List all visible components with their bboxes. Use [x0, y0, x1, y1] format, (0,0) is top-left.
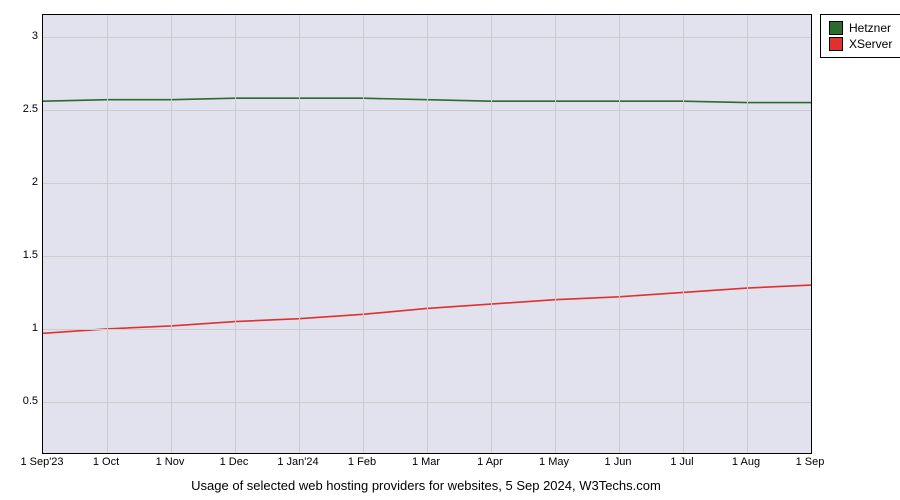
grid-line-horizontal [43, 329, 811, 330]
legend-label: XServer [849, 37, 892, 51]
grid-line-vertical [683, 15, 684, 453]
grid-line-vertical [363, 15, 364, 453]
grid-line-vertical [747, 15, 748, 453]
grid-line-horizontal [43, 402, 811, 403]
x-tick-label: 1 Nov [156, 456, 185, 468]
grid-line-vertical [427, 15, 428, 453]
plot-area [42, 14, 812, 454]
x-tick-label: 1 Feb [348, 456, 376, 468]
chart-caption: Usage of selected web hosting providers … [191, 478, 661, 493]
grid-line-horizontal [43, 110, 811, 111]
legend-item-xserver: XServer [829, 37, 892, 51]
grid-line-horizontal [43, 256, 811, 257]
y-tick-label: 0.5 [14, 395, 38, 407]
legend-swatch-icon [829, 37, 843, 51]
x-tick-label: 1 Mar [412, 456, 440, 468]
x-tick-label: 1 Jun [605, 456, 632, 468]
legend: Hetzner XServer [820, 14, 900, 58]
x-tick-label: 1 Sep [796, 456, 825, 468]
grid-line-vertical [299, 15, 300, 453]
x-tick-label: 1 May [539, 456, 569, 468]
x-tick-label: 1 Aug [732, 456, 760, 468]
chart-container: Hetzner XServer Usage of selected web hos… [0, 0, 900, 500]
x-tick-label: 1 Jul [670, 456, 693, 468]
legend-item-hetzner: Hetzner [829, 21, 892, 35]
x-tick-label: 1 Dec [220, 456, 249, 468]
grid-line-horizontal [43, 183, 811, 184]
x-tick-label: 1 Apr [477, 456, 503, 468]
grid-line-horizontal [43, 37, 811, 38]
grid-line-vertical [107, 15, 108, 453]
y-tick-label: 1 [14, 322, 38, 334]
x-tick-label: 1 Sep'23 [20, 456, 63, 468]
grid-line-vertical [491, 15, 492, 453]
x-tick-label: 1 Oct [93, 456, 119, 468]
grid-line-vertical [171, 15, 172, 453]
legend-label: Hetzner [849, 21, 891, 35]
y-tick-label: 2 [14, 176, 38, 188]
x-tick-label: 1 Jan'24 [277, 456, 318, 468]
grid-line-vertical [235, 15, 236, 453]
y-tick-label: 1.5 [14, 249, 38, 261]
grid-line-vertical [555, 15, 556, 453]
legend-swatch-icon [829, 21, 843, 35]
y-tick-label: 3 [14, 30, 38, 42]
grid-line-vertical [619, 15, 620, 453]
y-tick-label: 2.5 [14, 103, 38, 115]
